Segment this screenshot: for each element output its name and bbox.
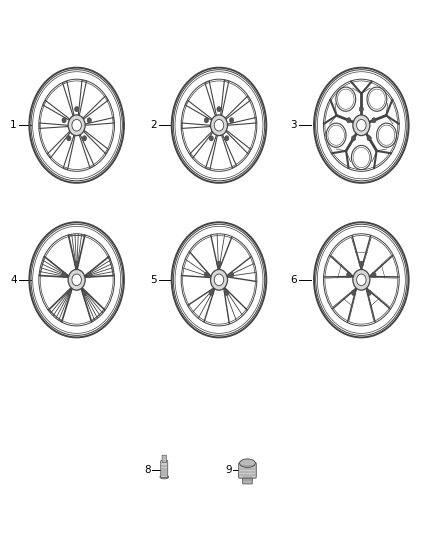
- Ellipse shape: [87, 272, 92, 278]
- Ellipse shape: [72, 274, 81, 286]
- Text: 3: 3: [290, 120, 297, 130]
- Text: 5: 5: [150, 275, 157, 285]
- Ellipse shape: [217, 107, 221, 112]
- Ellipse shape: [359, 261, 364, 266]
- Ellipse shape: [230, 272, 234, 278]
- Ellipse shape: [74, 261, 79, 266]
- Ellipse shape: [353, 270, 370, 290]
- Ellipse shape: [204, 118, 208, 123]
- Ellipse shape: [346, 118, 351, 123]
- Ellipse shape: [225, 136, 229, 141]
- Ellipse shape: [357, 274, 366, 286]
- Ellipse shape: [372, 272, 376, 278]
- Ellipse shape: [230, 118, 234, 123]
- Ellipse shape: [74, 107, 79, 112]
- Ellipse shape: [359, 107, 364, 112]
- Ellipse shape: [68, 270, 85, 290]
- Text: 4: 4: [10, 275, 17, 285]
- Ellipse shape: [367, 290, 371, 295]
- Ellipse shape: [67, 136, 71, 141]
- FancyBboxPatch shape: [243, 475, 252, 484]
- Ellipse shape: [209, 290, 213, 295]
- Ellipse shape: [204, 272, 208, 278]
- Ellipse shape: [160, 475, 169, 479]
- Text: 9: 9: [226, 465, 232, 474]
- Ellipse shape: [62, 118, 66, 123]
- Ellipse shape: [211, 270, 227, 290]
- Ellipse shape: [68, 115, 85, 135]
- Ellipse shape: [211, 115, 227, 135]
- Ellipse shape: [82, 136, 87, 141]
- Text: 1: 1: [10, 120, 17, 130]
- Ellipse shape: [67, 290, 71, 295]
- Ellipse shape: [372, 118, 376, 123]
- Ellipse shape: [346, 272, 351, 278]
- Text: 8: 8: [145, 465, 151, 474]
- Text: 2: 2: [150, 120, 157, 130]
- Ellipse shape: [240, 459, 255, 467]
- Ellipse shape: [214, 119, 224, 131]
- Ellipse shape: [351, 290, 356, 295]
- Ellipse shape: [82, 290, 87, 295]
- Ellipse shape: [72, 119, 81, 131]
- Ellipse shape: [217, 261, 221, 266]
- Ellipse shape: [367, 136, 371, 141]
- FancyBboxPatch shape: [162, 455, 166, 463]
- Ellipse shape: [351, 136, 356, 141]
- Ellipse shape: [87, 118, 92, 123]
- Text: 6: 6: [290, 275, 297, 285]
- FancyBboxPatch shape: [161, 461, 168, 478]
- Ellipse shape: [357, 119, 366, 131]
- Ellipse shape: [214, 274, 224, 286]
- Ellipse shape: [225, 290, 229, 295]
- Ellipse shape: [353, 115, 370, 135]
- Ellipse shape: [209, 136, 213, 141]
- FancyBboxPatch shape: [239, 463, 256, 478]
- Ellipse shape: [62, 272, 66, 278]
